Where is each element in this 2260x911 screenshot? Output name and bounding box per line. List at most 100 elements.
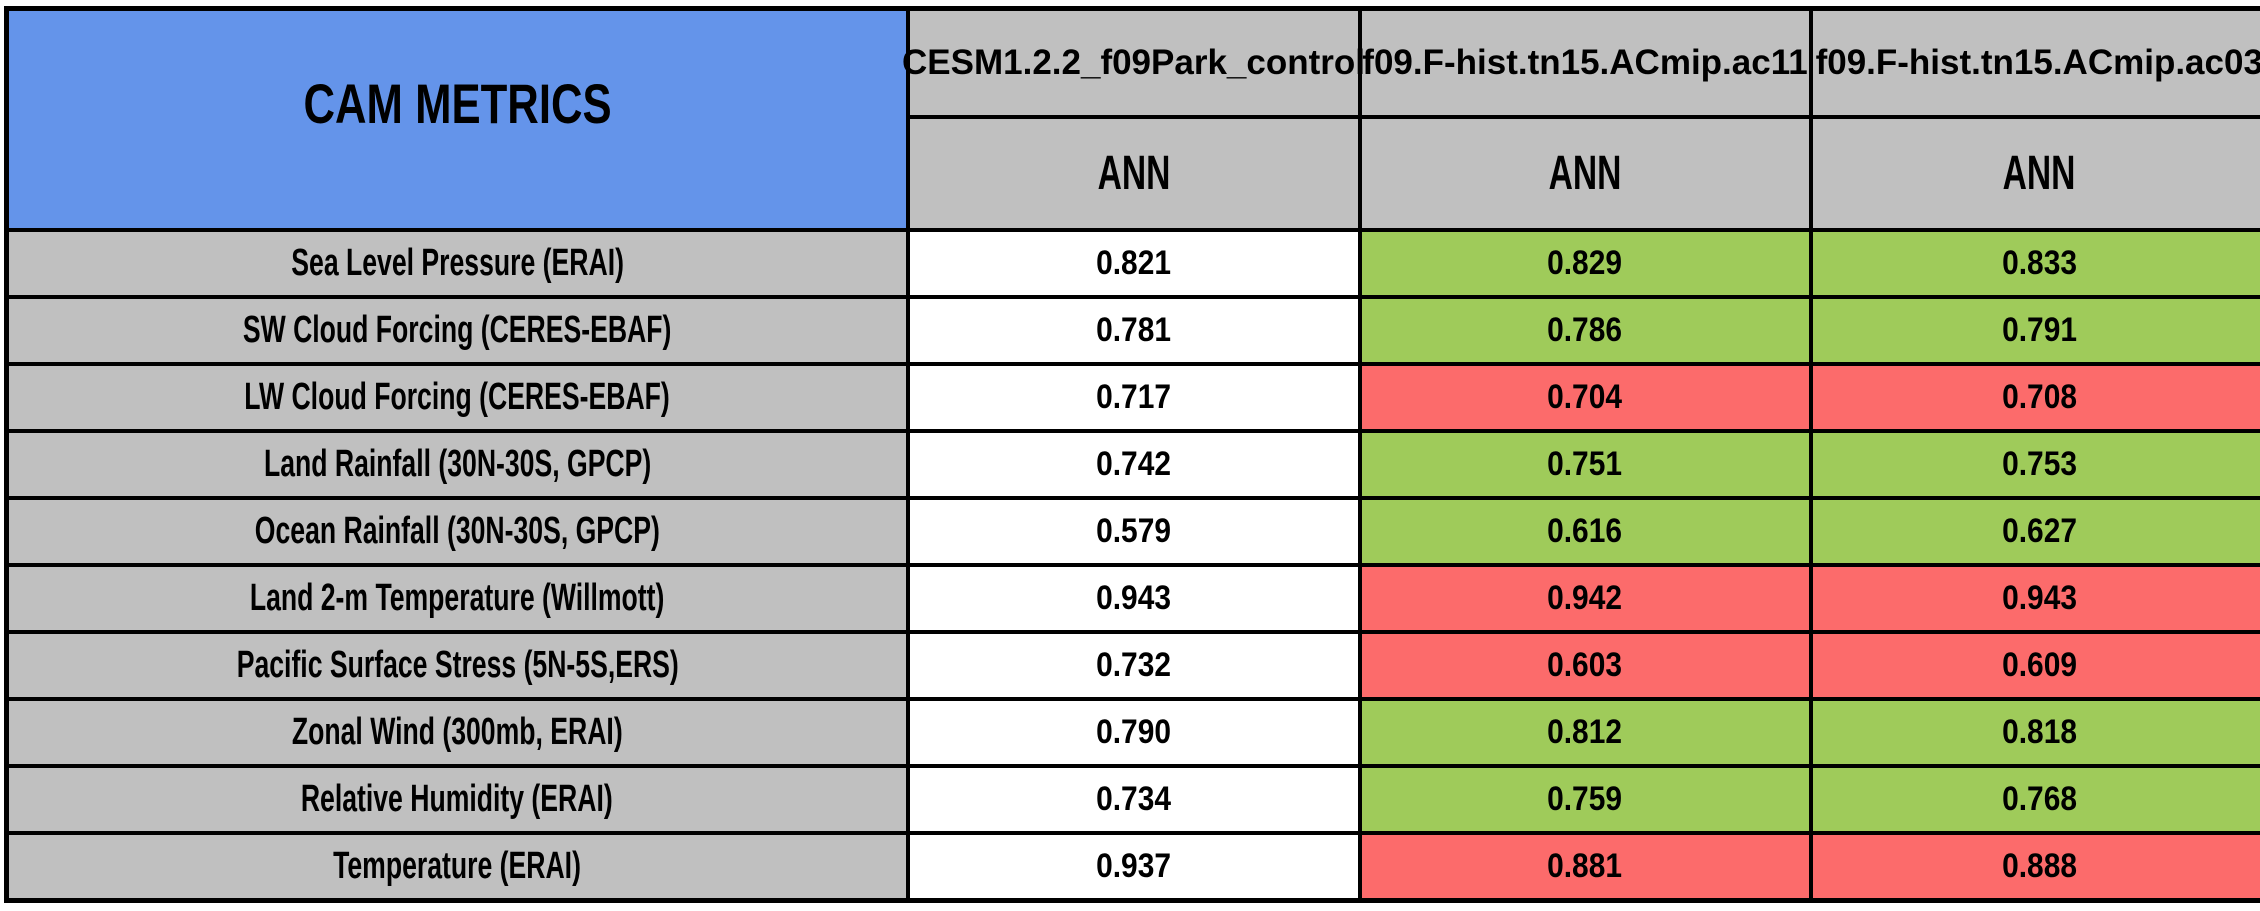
metric-label-cell: Zonal Wind (300mb, ERAI)	[4, 697, 910, 769]
metric-value-cell: 0.881	[1357, 831, 1813, 903]
metric-value: 0.943	[1096, 579, 1171, 618]
metric-value: 0.603	[1547, 646, 1623, 685]
metric-value: 0.781	[1096, 310, 1171, 349]
metric-label-cell: Pacific Surface Stress (5N-5S,ERS)	[4, 630, 910, 702]
metric-value-cell: 0.627	[1808, 496, 2260, 568]
metric-value-cell: 0.734	[905, 764, 1362, 836]
table-row: Temperature (ERAI) 0.937 0.881 0.888	[4, 831, 2260, 903]
metric-value: 0.579	[1096, 512, 1171, 551]
metric-value-cell: 0.829	[1357, 227, 1813, 299]
metric-label-cell: Sea Level Pressure (ERAI)	[4, 227, 910, 299]
column-subheader-1: ANN	[905, 115, 1362, 232]
model-name-1: CESM1.2.2_f09Park_control	[902, 43, 1365, 83]
table-row: Pacific Surface Stress (5N-5S,ERS) 0.732…	[4, 630, 2260, 702]
season-label-3: ANN	[2002, 146, 2076, 200]
metric-value-cell: 0.704	[1357, 361, 1813, 434]
metric-value: 0.704	[1547, 378, 1623, 416]
metric-value: 0.881	[1547, 847, 1623, 886]
metric-value: 0.829	[1547, 243, 1623, 282]
metric-value-cell: 0.888	[1808, 831, 2260, 903]
column-header-model-3: f09.F-hist.tn15.ACmip.ac03	[1808, 6, 2260, 120]
metric-label: Pacific Surface Stress (5N-5S,ERS)	[236, 644, 679, 687]
metric-label-cell: Land Rainfall (30N-30S, GPCP)	[4, 429, 910, 501]
metric-value-cell: 0.781	[905, 294, 1362, 366]
metric-value-cell: 0.753	[1808, 429, 2260, 501]
metric-value-cell: 0.790	[905, 697, 1362, 769]
metric-label: LW Cloud Forcing (CERES-EBAF)	[244, 376, 671, 418]
table-row: Land 2-m Temperature (Willmott) 0.943 0.…	[4, 563, 2260, 635]
metric-value-cell: 0.708	[1808, 361, 2260, 434]
column-header-model-1: CESM1.2.2_f09Park_control	[902, 6, 1365, 120]
table-row: Zonal Wind (300mb, ERAI) 0.790 0.812 0.8…	[4, 697, 2260, 769]
metric-value: 0.786	[1547, 310, 1623, 349]
metric-value: 0.812	[1547, 713, 1623, 752]
metric-value: 0.627	[2001, 512, 2077, 551]
metric-value: 0.888	[2001, 847, 2077, 886]
metric-value-cell: 0.616	[1357, 496, 1813, 568]
metric-value: 0.732	[1096, 646, 1171, 685]
metric-value-cell: 0.717	[905, 361, 1362, 434]
metric-value: 0.717	[1096, 378, 1171, 416]
metric-label-cell: Land 2-m Temperature (Willmott)	[4, 563, 910, 635]
season-label-2: ANN	[1548, 146, 1622, 200]
metric-value: 0.753	[2001, 445, 2077, 484]
metric-value-cell: 0.942	[1357, 563, 1813, 635]
metric-value: 0.821	[1096, 243, 1171, 282]
table-row: SW Cloud Forcing (CERES-EBAF) 0.781 0.78…	[4, 294, 2260, 366]
metric-value: 0.734	[1096, 780, 1171, 819]
column-subheader-3: ANN	[1808, 115, 2260, 232]
metric-value-cell: 0.943	[905, 563, 1362, 635]
metric-label: Relative Humidity (ERAI)	[301, 778, 614, 821]
metric-value: 0.742	[1096, 445, 1171, 484]
metric-label: Land Rainfall (30N-30S, GPCP)	[263, 443, 651, 486]
metric-value-cell: 0.742	[905, 429, 1362, 501]
metric-label: Land 2-m Temperature (Willmott)	[249, 577, 665, 620]
metric-value: 0.942	[1547, 579, 1623, 618]
metric-value-cell: 0.759	[1357, 764, 1813, 836]
table-row: Relative Humidity (ERAI) 0.734 0.759 0.7…	[4, 764, 2260, 836]
metric-label-cell: Temperature (ERAI)	[4, 831, 910, 903]
metric-value: 0.609	[2001, 646, 2077, 685]
metric-value-cell: 0.791	[1808, 294, 2260, 366]
metric-label-cell: Relative Humidity (ERAI)	[4, 764, 910, 836]
metric-value: 0.751	[1547, 445, 1623, 484]
metric-value-cell: 0.943	[1808, 563, 2260, 635]
metric-label: Zonal Wind (300mb, ERAI)	[291, 711, 623, 754]
metric-value-cell: 0.937	[905, 831, 1362, 903]
metric-value-cell: 0.609	[1808, 630, 2260, 702]
season-label-1: ANN	[1097, 146, 1170, 200]
metric-value-cell: 0.821	[905, 227, 1362, 299]
metric-value: 0.768	[2001, 780, 2077, 819]
table-row: LW Cloud Forcing (CERES-EBAF) 0.717 0.70…	[4, 361, 2260, 434]
table-row: Ocean Rainfall (30N-30S, GPCP) 0.579 0.6…	[4, 496, 2260, 568]
metric-value: 0.616	[1547, 512, 1623, 551]
metric-value-cell: 0.786	[1357, 294, 1813, 366]
metric-label-cell: LW Cloud Forcing (CERES-EBAF)	[4, 361, 910, 434]
metric-label: Sea Level Pressure (ERAI)	[290, 241, 624, 284]
metric-value: 0.833	[2001, 243, 2077, 282]
metric-value-cell: 0.818	[1808, 697, 2260, 769]
metric-value: 0.759	[1547, 780, 1623, 819]
table-title: CAM METRICS	[303, 71, 612, 135]
metric-value: 0.790	[1096, 713, 1171, 752]
column-subheader-2: ANN	[1357, 115, 1813, 232]
column-header-model-2: f09.F-hist.tn15.ACmip.ac11	[1357, 6, 1813, 120]
metric-label: Ocean Rainfall (30N-30S, GPCP)	[254, 510, 660, 553]
metric-value: 0.818	[2001, 713, 2077, 752]
metric-value-cell: 0.751	[1357, 429, 1813, 501]
metric-label-cell: SW Cloud Forcing (CERES-EBAF)	[4, 294, 910, 366]
metric-value: 0.943	[2001, 579, 2077, 618]
metric-value-cell: 0.768	[1808, 764, 2260, 836]
table-row: Land Rainfall (30N-30S, GPCP) 0.742 0.75…	[4, 429, 2260, 501]
model-name-3: f09.F-hist.tn15.ACmip.ac03	[1815, 43, 2260, 83]
table-row: Sea Level Pressure (ERAI) 0.821 0.829 0.…	[4, 227, 2260, 299]
metric-label-cell: Ocean Rainfall (30N-30S, GPCP)	[4, 496, 910, 568]
model-name-2: f09.F-hist.tn15.ACmip.ac11	[1362, 43, 1808, 83]
metric-value-cell: 0.732	[905, 630, 1362, 702]
metric-value-cell: 0.579	[905, 496, 1362, 568]
cam-metrics-table: CAM METRICS CESM1.2.2_f09Park_control f0…	[4, 6, 2260, 903]
metric-value: 0.791	[2001, 310, 2077, 349]
metric-value: 0.708	[2001, 378, 2077, 416]
metric-value: 0.937	[1096, 847, 1171, 886]
